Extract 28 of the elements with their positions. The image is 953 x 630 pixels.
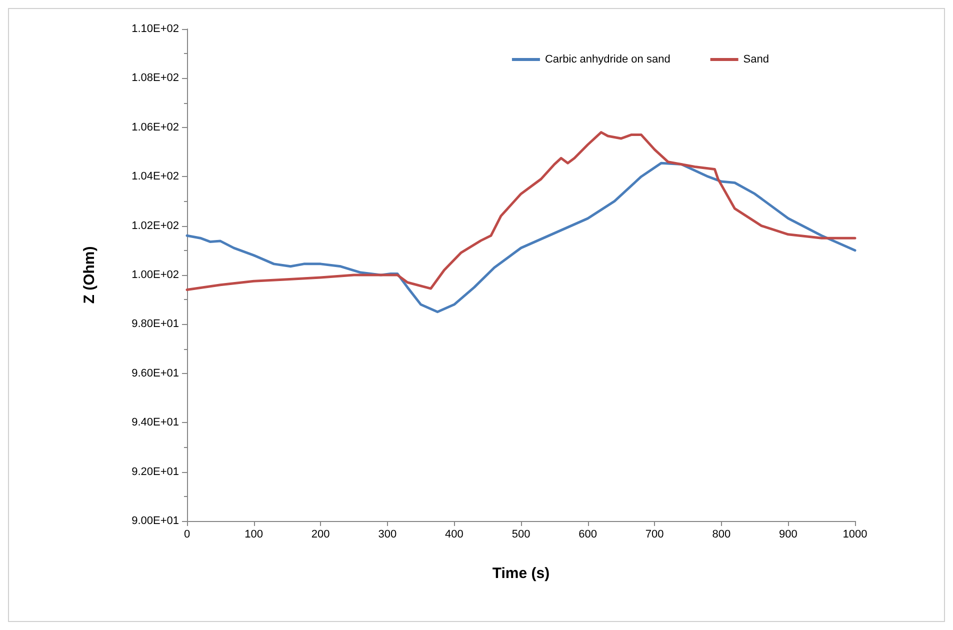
x-tick-label: 500 — [512, 528, 530, 540]
x-tick-label: 800 — [712, 528, 731, 540]
x-tick-label: 0 — [184, 528, 190, 540]
y-tick-label: 1.08E+02 — [132, 72, 179, 84]
y-tick-label: 9.80E+01 — [132, 318, 179, 330]
y-tick-label: 9.60E+01 — [132, 367, 179, 380]
y-tick-label: 1.00E+02 — [132, 269, 179, 281]
legend-label: Carbic anhydride on sand — [544, 54, 670, 66]
y-tick-label: 9.00E+01 — [132, 515, 179, 527]
line-series — [186, 131, 856, 292]
y-axis-title: Z (Ohm) — [81, 246, 98, 304]
legend-label: Sand — [743, 54, 770, 66]
x-tick-label: 600 — [578, 528, 597, 540]
x-tick-label: 100 — [244, 528, 263, 540]
line-series — [186, 162, 856, 314]
y-tick-label: 1.04E+02 — [132, 170, 179, 183]
x-axis-title: Time (s) — [492, 565, 550, 582]
x-tick-label: 300 — [378, 528, 397, 540]
y-tick-label: 1.06E+02 — [132, 121, 179, 134]
x-tick-label: 900 — [779, 528, 798, 540]
x-tick-label: 400 — [445, 528, 464, 540]
y-tick-label: 9.20E+01 — [132, 466, 179, 478]
y-tick-label: 1.02E+02 — [132, 220, 179, 232]
x-tick-label: 1000 — [842, 528, 868, 540]
x-tick-label: 700 — [645, 528, 664, 540]
y-tick-label: 1.10E+02 — [132, 23, 179, 35]
y-tick-label: 9.40E+01 — [132, 416, 179, 429]
x-tick-label: 200 — [311, 528, 330, 540]
